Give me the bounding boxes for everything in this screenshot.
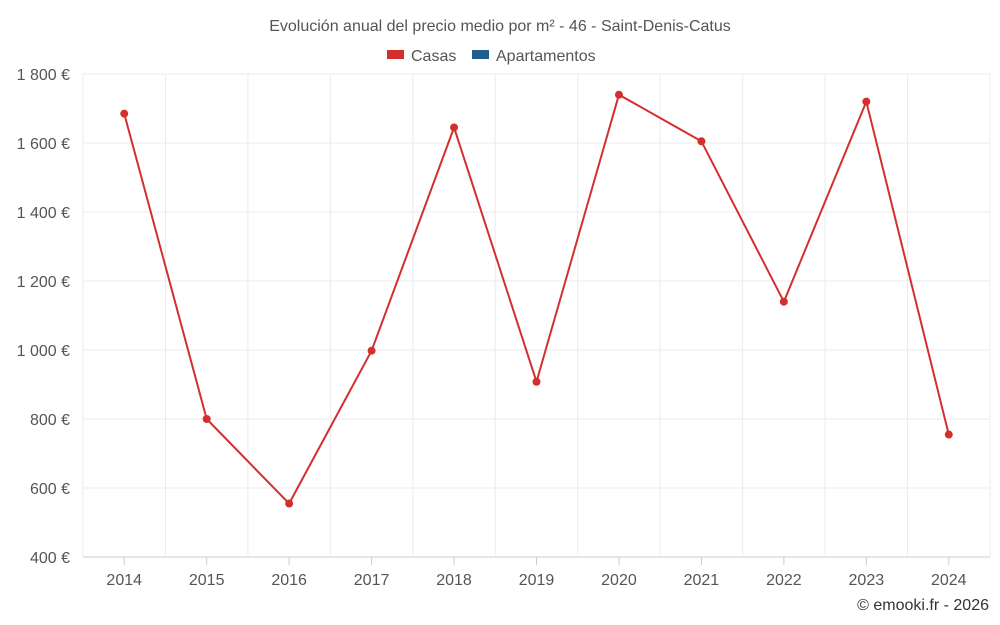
x-tick-label: 2014 [106,572,142,589]
series-casas [120,90,953,508]
x-tick-label: 2016 [271,572,307,589]
legend-swatch-apartamentos [472,50,489,59]
data-point-casas[interactable] [120,109,129,118]
data-point-casas[interactable] [944,430,953,439]
legend: Casas Apartamentos [387,48,596,65]
x-tick-label: 2023 [849,572,885,589]
x-axis: 2014 2015 2016 2017 2018 2019 2020 2021 2022 2023… [106,557,967,589]
x-tick-label: 2018 [436,572,472,589]
data-point-casas[interactable] [862,97,871,106]
y-axis: 400 € 600 € 800 € 1 000 € 1 200 € 1 400 € 1 60… [17,67,70,567]
y-tick-label: 1 400 € [17,205,70,222]
data-point-casas[interactable] [285,499,294,508]
credit-text: © emooki.fr - 2026 [857,597,989,614]
data-point-casas[interactable] [697,137,706,146]
y-tick-label: 1 800 € [17,67,70,84]
data-point-casas[interactable] [779,297,788,306]
chart-title: Evolución anual del precio medio por m² … [269,18,731,35]
legend-label-casas: Casas [411,48,456,65]
data-point-casas[interactable] [450,123,459,132]
legend-label-apartamentos: Apartamentos [496,48,596,65]
x-tick-label: 2015 [189,572,225,589]
y-tick-label: 400 € [30,550,70,567]
data-point-casas[interactable] [614,90,623,99]
x-tick-label: 2024 [931,572,967,589]
y-tick-label: 800 € [30,412,70,429]
y-tick-label: 1 600 € [17,136,70,153]
y-tick-label: 600 € [30,481,70,498]
grid [82,73,991,558]
data-point-casas[interactable] [202,415,211,423]
x-tick-label: 2020 [601,572,637,589]
legend-swatch-casas [387,50,404,59]
x-tick-label: 2022 [766,572,802,589]
x-tick-label: 2021 [684,572,720,589]
data-point-casas[interactable] [532,377,541,386]
x-tick-label: 2019 [519,572,555,589]
y-tick-label: 1 000 € [17,343,70,360]
data-point-casas[interactable] [367,346,376,355]
legend-item-casas[interactable]: Casas [387,48,456,65]
y-tick-label: 1 200 € [17,274,70,291]
legend-item-apartamentos[interactable]: Apartamentos [472,48,596,65]
x-tick-label: 2017 [354,572,390,589]
